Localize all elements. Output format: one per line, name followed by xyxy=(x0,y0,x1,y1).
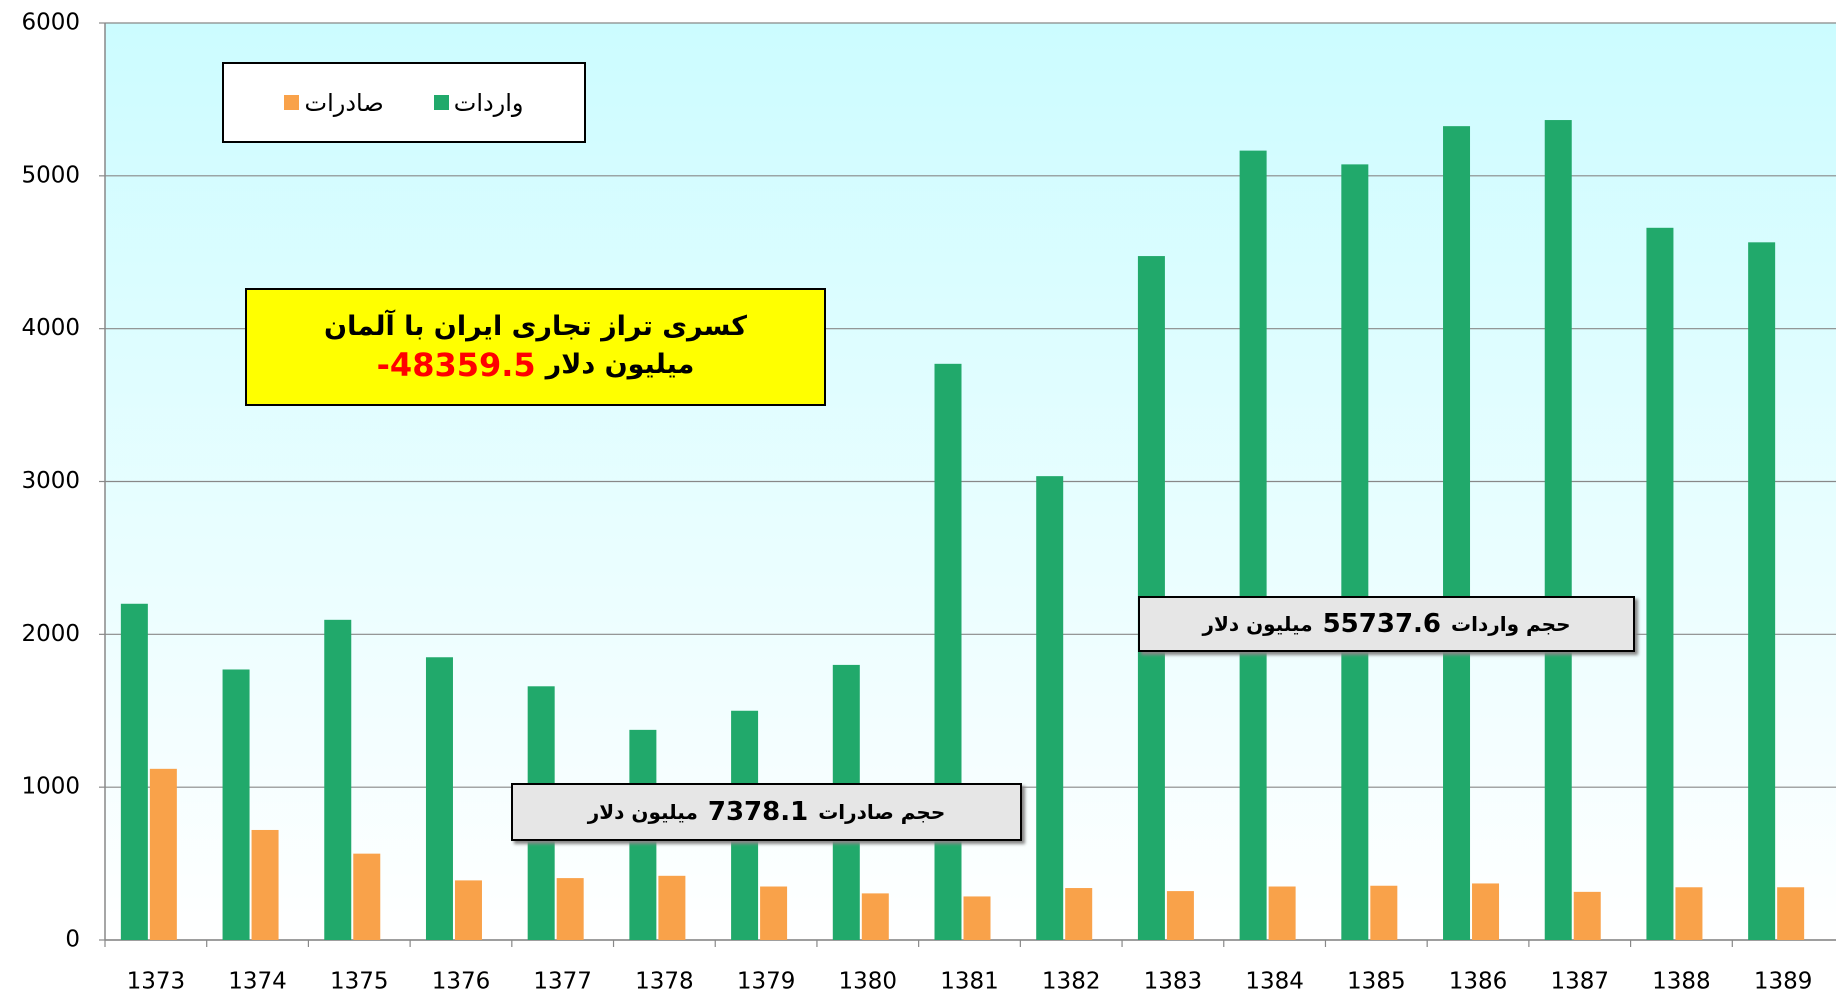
x-tick-label: 1376 xyxy=(432,969,491,995)
x-tick-label: 1379 xyxy=(737,969,796,995)
bar xyxy=(1646,227,1674,941)
imports-total-box: حجم واردات 55737.6 میلیون دلار xyxy=(1138,596,1635,652)
x-tick-label: 1384 xyxy=(1245,969,1304,995)
x-tick-label: 1374 xyxy=(228,969,287,995)
bar xyxy=(658,875,686,940)
annotation-label: حجم واردات xyxy=(1451,612,1571,636)
bar xyxy=(861,893,889,940)
y-tick-label: 1000 xyxy=(21,774,80,800)
bar xyxy=(222,669,250,940)
y-tick-label: 5000 xyxy=(21,162,80,188)
bar xyxy=(760,886,788,940)
x-tick-label: 1388 xyxy=(1652,969,1711,995)
bar xyxy=(425,657,453,940)
bar xyxy=(251,829,279,940)
bar xyxy=(1748,242,1776,941)
bar xyxy=(1573,891,1601,940)
exports-total-box: حجم صادرات 7378.1 میلیون دلار xyxy=(511,783,1022,841)
bar xyxy=(1268,886,1296,940)
annotation-value: -48359.5 xyxy=(376,345,536,384)
legend-swatch xyxy=(433,95,449,110)
annotation-unit: میلیون دلار xyxy=(1202,612,1313,636)
x-tick-label: 1378 xyxy=(635,969,694,995)
bar xyxy=(324,619,352,940)
x-tick-label: 1382 xyxy=(1042,969,1101,995)
bar xyxy=(353,853,381,940)
y-tick-label: 0 xyxy=(65,927,80,953)
bar xyxy=(934,363,962,940)
annotation-label: حجم صادرات xyxy=(818,800,946,824)
bar xyxy=(1675,887,1703,940)
bar xyxy=(963,896,991,940)
bar xyxy=(1777,887,1805,940)
x-tick-label: 1380 xyxy=(839,969,898,995)
x-tick-label: 1375 xyxy=(330,969,389,995)
bar xyxy=(556,878,584,940)
y-tick-label: 2000 xyxy=(21,621,80,647)
bar xyxy=(1472,883,1500,940)
legend-swatch xyxy=(284,95,300,110)
y-tick-label: 3000 xyxy=(21,468,80,494)
x-tick-label: 1385 xyxy=(1347,969,1406,995)
legend-label: صادرات xyxy=(304,88,384,117)
legend: صادرات واردات xyxy=(222,62,586,143)
bar xyxy=(120,603,148,940)
annotation-unit: میلیون دلار xyxy=(545,349,695,380)
bar xyxy=(149,768,177,940)
annotation-value: 55737.6 xyxy=(1322,609,1442,639)
bar xyxy=(1544,120,1572,940)
x-tick-label: 1386 xyxy=(1449,969,1508,995)
x-tick-label: 1381 xyxy=(940,969,999,995)
x-tick-label: 1377 xyxy=(533,969,592,995)
bar xyxy=(1166,891,1194,940)
x-tick-label: 1389 xyxy=(1754,969,1813,995)
bar xyxy=(1065,888,1093,940)
balance-box: کسری تراز تجاری ایران با آلمان -48359.5 … xyxy=(245,288,826,406)
y-tick-label: 4000 xyxy=(21,315,80,341)
y-tick-label: 6000 xyxy=(21,10,80,36)
annotation-title: کسری تراز تجاری ایران با آلمان xyxy=(324,310,747,342)
bar xyxy=(1341,164,1369,940)
legend-item: واردات xyxy=(433,88,524,117)
bar xyxy=(1036,476,1064,940)
x-tick-label: 1373 xyxy=(127,969,186,995)
x-tick-label: 1383 xyxy=(1144,969,1203,995)
bar xyxy=(1239,150,1267,940)
legend-item: صادرات xyxy=(284,88,384,117)
bar xyxy=(454,880,482,940)
annotation-value: 7378.1 xyxy=(707,797,809,827)
x-tick-label: 1387 xyxy=(1550,969,1609,995)
annotation-unit: میلیون دلار xyxy=(587,800,698,824)
bar xyxy=(1443,126,1471,941)
legend-label: واردات xyxy=(453,88,524,117)
bar xyxy=(1370,885,1398,940)
